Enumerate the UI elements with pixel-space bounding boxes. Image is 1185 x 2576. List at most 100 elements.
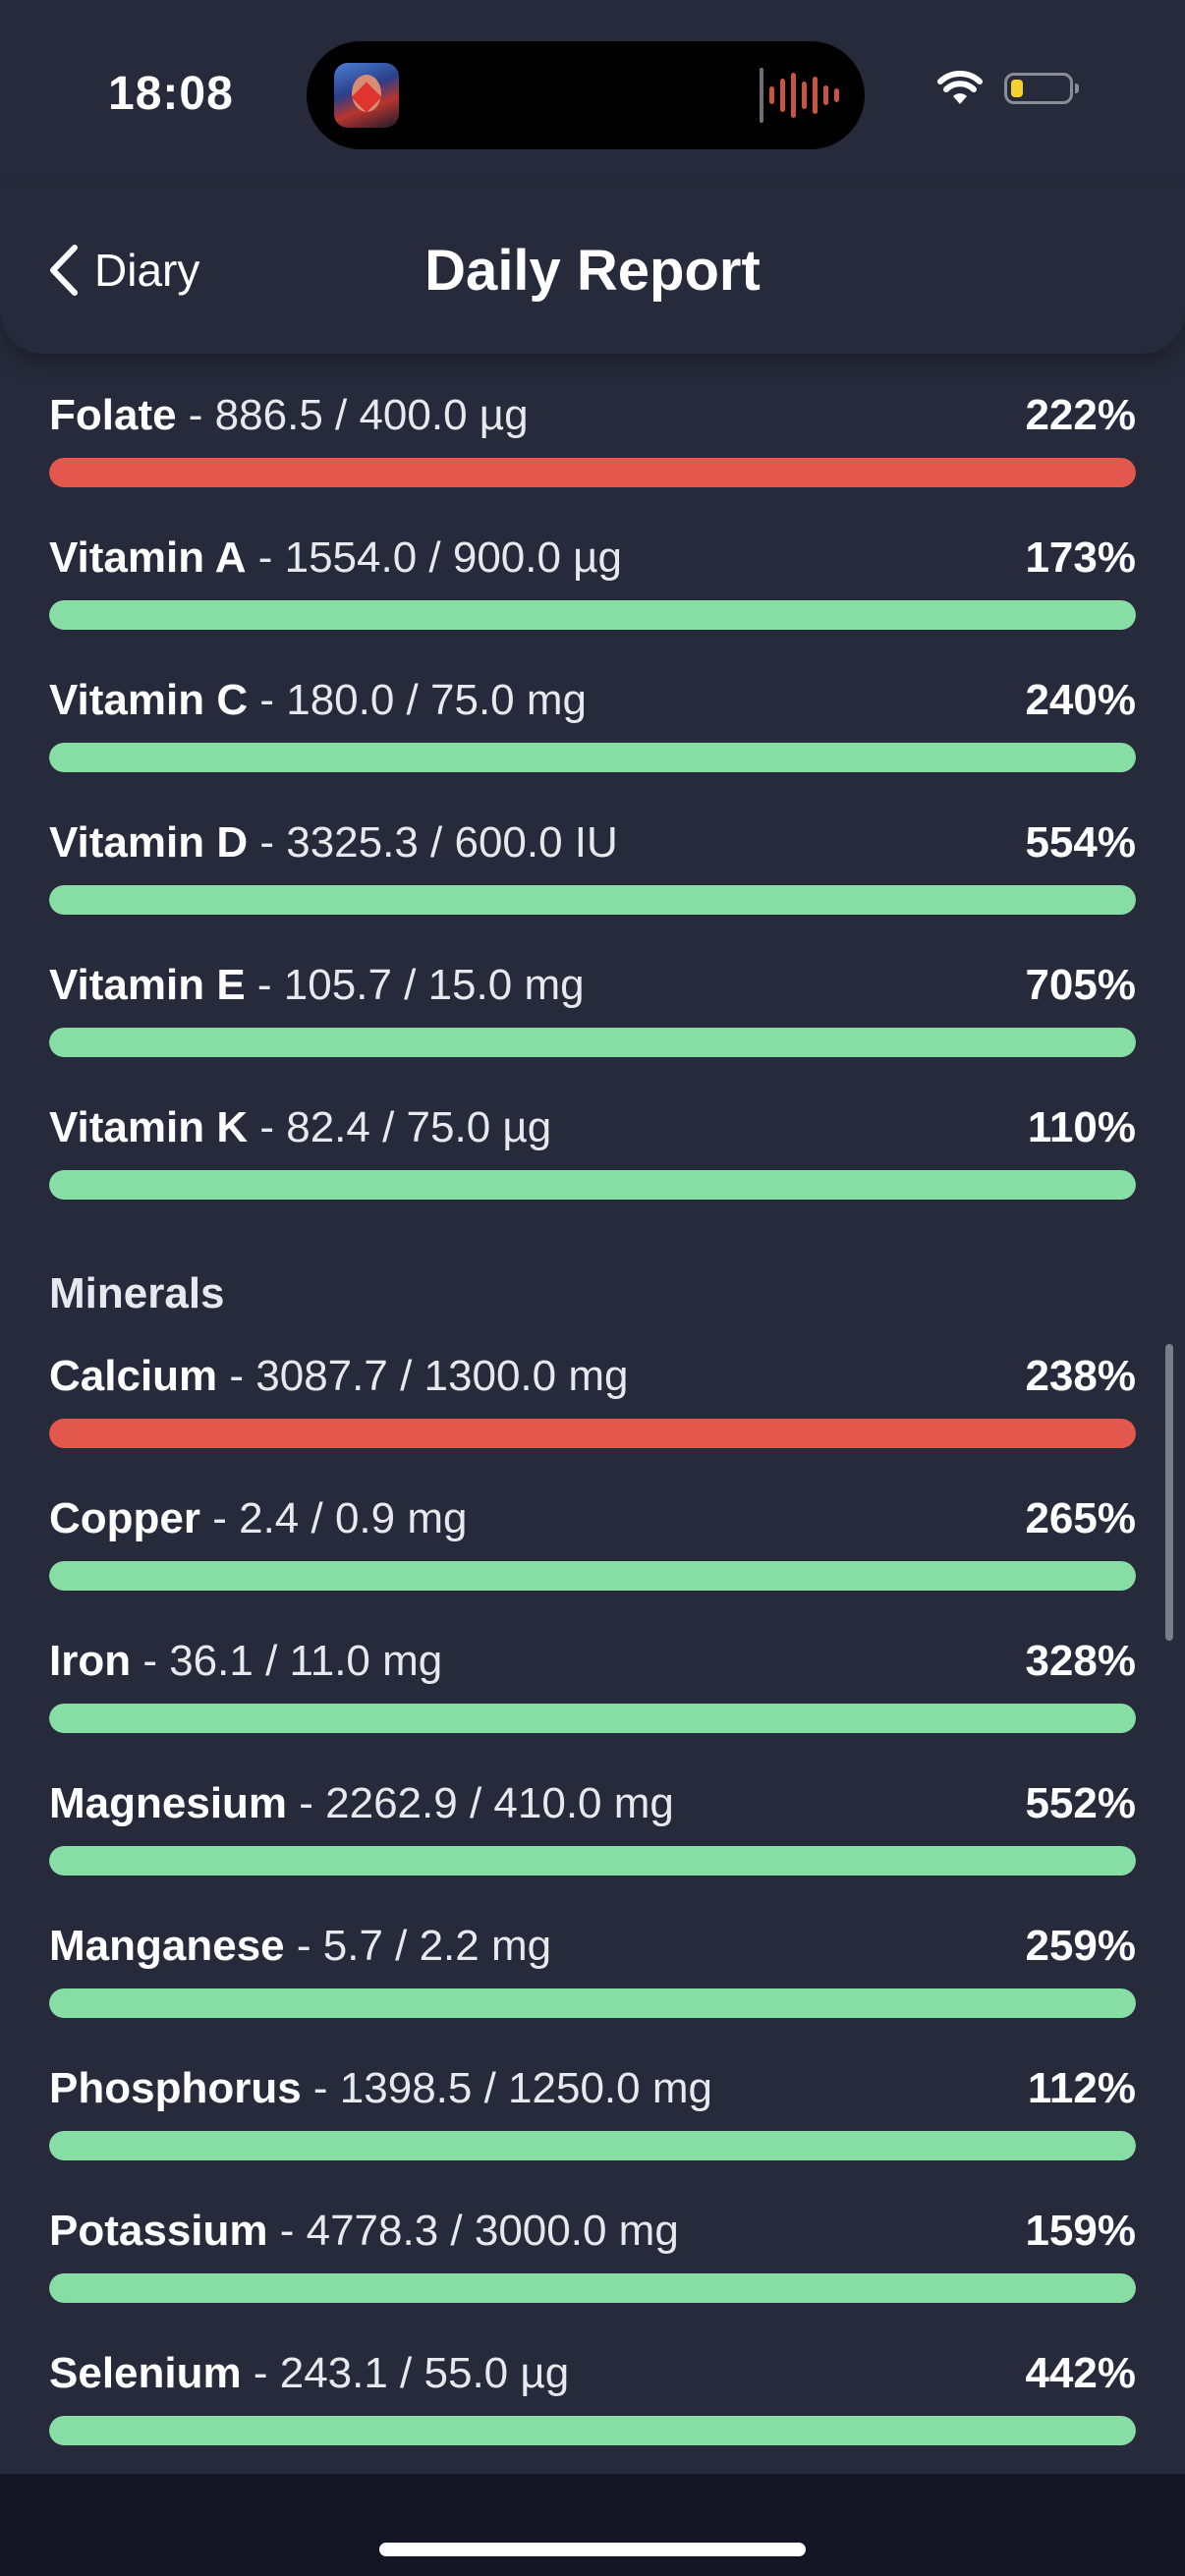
nutrient-name: Magnesium: [49, 1779, 288, 1827]
nutrient-percent: 328%: [1025, 1637, 1136, 1685]
status-icons: [937, 71, 1079, 106]
nutrient-name: Phosphorus: [49, 2064, 302, 2112]
nutrient-percent: 112%: [1027, 2064, 1136, 2112]
nutrient-label: Calcium - 3087.7 / 1300.0 mg: [49, 1352, 628, 1401]
nutrient-row[interactable]: Vitamin K - 82.4 / 75.0 µg 110%: [49, 1103, 1136, 1221]
nutrient-row-text: Potassium - 4778.3 / 3000.0 mg 159%: [49, 2207, 1136, 2266]
nutrient-progress-fill: [49, 2416, 1136, 2445]
now-playing-artwork[interactable]: [334, 63, 399, 128]
nutrient-progress-fill: [49, 1846, 1136, 1876]
nutrient-progress-fill: [49, 1028, 1136, 1057]
nutrient-row[interactable]: Folate - 886.5 / 400.0 µg 222%: [49, 391, 1136, 509]
nutrient-percent: 110%: [1027, 1103, 1136, 1151]
nutrient-row[interactable]: Phosphorus - 1398.5 / 1250.0 mg 112%: [49, 2064, 1136, 2182]
battery-icon: [1004, 73, 1079, 104]
nutrient-progress-fill: [49, 458, 1136, 487]
home-indicator[interactable]: [379, 2543, 806, 2556]
nutrient-amount: - 36.1 / 11.0 mg: [131, 1637, 443, 1685]
nutrient-amount: - 180.0 / 75.0 mg: [248, 676, 587, 724]
nutrient-progress-bar: [49, 1988, 1136, 2018]
nutrient-progress-bar: [49, 600, 1136, 630]
nutrient-name: Vitamin E: [49, 961, 246, 1009]
status-bar: 18:08: [0, 0, 1185, 187]
nutrient-row[interactable]: Copper - 2.4 / 0.9 mg 265%: [49, 1494, 1136, 1612]
nutrient-row[interactable]: Calcium - 3087.7 / 1300.0 mg 238%: [49, 1352, 1136, 1470]
scrollbar[interactable]: [1165, 1344, 1173, 1641]
nutrient-progress-bar: [49, 1846, 1136, 1876]
nutrient-label: Vitamin E - 105.7 / 15.0 mg: [49, 961, 585, 1010]
nutrient-label: Selenium - 243.1 / 55.0 µg: [49, 2349, 569, 2398]
nutrient-progress-fill: [49, 2131, 1136, 2160]
nutrient-label: Vitamin C - 180.0 / 75.0 mg: [49, 676, 587, 725]
nutrient-amount: - 1554.0 / 900.0 µg: [246, 533, 623, 582]
nutrient-row-text: Selenium - 243.1 / 55.0 µg 442%: [49, 2349, 1136, 2408]
nutrient-percent: 705%: [1025, 961, 1136, 1009]
nutrient-row-text: Vitamin K - 82.4 / 75.0 µg 110%: [49, 1103, 1136, 1162]
battery-level: [1011, 80, 1023, 97]
nutrient-row-text: Calcium - 3087.7 / 1300.0 mg 238%: [49, 1352, 1136, 1411]
nutrient-row[interactable]: Vitamin D - 3325.3 / 600.0 IU 554%: [49, 818, 1136, 936]
nutrient-percent: 238%: [1025, 1352, 1136, 1400]
nutrient-percent: 265%: [1025, 1494, 1136, 1542]
nutrient-amount: - 4778.3 / 3000.0 mg: [267, 2207, 679, 2255]
nutrient-progress-bar: [49, 2273, 1136, 2303]
section-header-minerals: Minerals: [49, 1269, 225, 1317]
nutrient-percent: 554%: [1025, 818, 1136, 867]
wifi-icon: [937, 71, 983, 104]
nutrient-progress-bar: [49, 1419, 1136, 1448]
nutrient-label: Vitamin D - 3325.3 / 600.0 IU: [49, 818, 618, 868]
nutrient-progress-bar: [49, 1028, 1136, 1057]
home-indicator-area: [0, 2474, 1185, 2576]
nutrient-label: Folate - 886.5 / 400.0 µg: [49, 391, 529, 440]
nutrient-row[interactable]: Selenium - 243.1 / 55.0 µg 442%: [49, 2349, 1136, 2467]
nutrient-percent: 159%: [1025, 2207, 1136, 2255]
back-button[interactable]: Diary: [47, 236, 199, 305]
nutrient-label: Manganese - 5.7 / 2.2 mg: [49, 1922, 551, 1971]
nutrient-name: Iron: [49, 1637, 132, 1685]
nutrient-row-text: Vitamin C - 180.0 / 75.0 mg 240%: [49, 676, 1136, 735]
nutrient-row[interactable]: Manganese - 5.7 / 2.2 mg 259%: [49, 1922, 1136, 2040]
nutrient-progress-bar: [49, 1170, 1136, 1200]
nutrient-label: Copper - 2.4 / 0.9 mg: [49, 1494, 467, 1543]
nutrient-amount: - 243.1 / 55.0 µg: [241, 2349, 570, 2397]
nutrient-progress-fill: [49, 2273, 1136, 2303]
navigation-bar: Diary Daily Report: [0, 187, 1185, 354]
nutrient-name: Vitamin K: [49, 1103, 249, 1151]
nutrient-progress-fill: [49, 1988, 1136, 2018]
nutrient-row-text: Vitamin A - 1554.0 / 900.0 µg 173%: [49, 533, 1136, 592]
nutrient-name: Calcium: [49, 1352, 218, 1400]
nutrient-progress-fill: [49, 600, 1136, 630]
nutrient-label: Vitamin A - 1554.0 / 900.0 µg: [49, 533, 622, 583]
nutrient-progress-bar: [49, 458, 1136, 487]
nutrient-amount: - 5.7 / 2.2 mg: [284, 1922, 552, 1970]
nutrient-row-text: Magnesium - 2262.9 / 410.0 mg 552%: [49, 1779, 1136, 1838]
audio-waveform-icon: [760, 68, 839, 123]
status-time: 18:08: [108, 68, 234, 120]
nutrient-label: Vitamin K - 82.4 / 75.0 µg: [49, 1103, 551, 1152]
nutrient-row[interactable]: Vitamin E - 105.7 / 15.0 mg 705%: [49, 961, 1136, 1079]
nutrient-row[interactable]: Vitamin C - 180.0 / 75.0 mg 240%: [49, 676, 1136, 794]
nutrient-name: Folate: [49, 391, 177, 439]
dynamic-island[interactable]: [307, 41, 865, 149]
nutrient-name: Manganese: [49, 1922, 285, 1970]
nutrient-row[interactable]: Iron - 36.1 / 11.0 mg 328%: [49, 1637, 1136, 1755]
nutrient-amount: - 2.4 / 0.9 mg: [200, 1494, 468, 1542]
nutrient-progress-bar: [49, 1704, 1136, 1733]
nutrient-progress-bar: [49, 2131, 1136, 2160]
nutrient-row-text: Vitamin D - 3325.3 / 600.0 IU 554%: [49, 818, 1136, 877]
nutrient-percent: 222%: [1025, 391, 1136, 439]
nutrient-progress-fill: [49, 1704, 1136, 1733]
nutrient-name: Copper: [49, 1494, 200, 1542]
nutrient-amount: - 2262.9 / 410.0 mg: [287, 1779, 674, 1827]
nutrient-row-text: Vitamin E - 105.7 / 15.0 mg 705%: [49, 961, 1136, 1020]
nutrient-row-text: Phosphorus - 1398.5 / 1250.0 mg 112%: [49, 2064, 1136, 2123]
nutrient-row[interactable]: Magnesium - 2262.9 / 410.0 mg 552%: [49, 1779, 1136, 1897]
report-content[interactable]: Folate - 886.5 / 400.0 µg 222% Vitamin A -…: [0, 354, 1185, 2476]
nutrient-name: Vitamin A: [49, 533, 247, 582]
nutrient-row[interactable]: Vitamin A - 1554.0 / 900.0 µg 173%: [49, 533, 1136, 651]
nutrient-row[interactable]: Potassium - 4778.3 / 3000.0 mg 159%: [49, 2207, 1136, 2324]
nutrient-amount: - 3325.3 / 600.0 IU: [248, 818, 618, 867]
nutrient-progress-bar: [49, 885, 1136, 915]
nutrient-percent: 173%: [1025, 533, 1136, 582]
nutrient-percent: 259%: [1025, 1922, 1136, 1970]
